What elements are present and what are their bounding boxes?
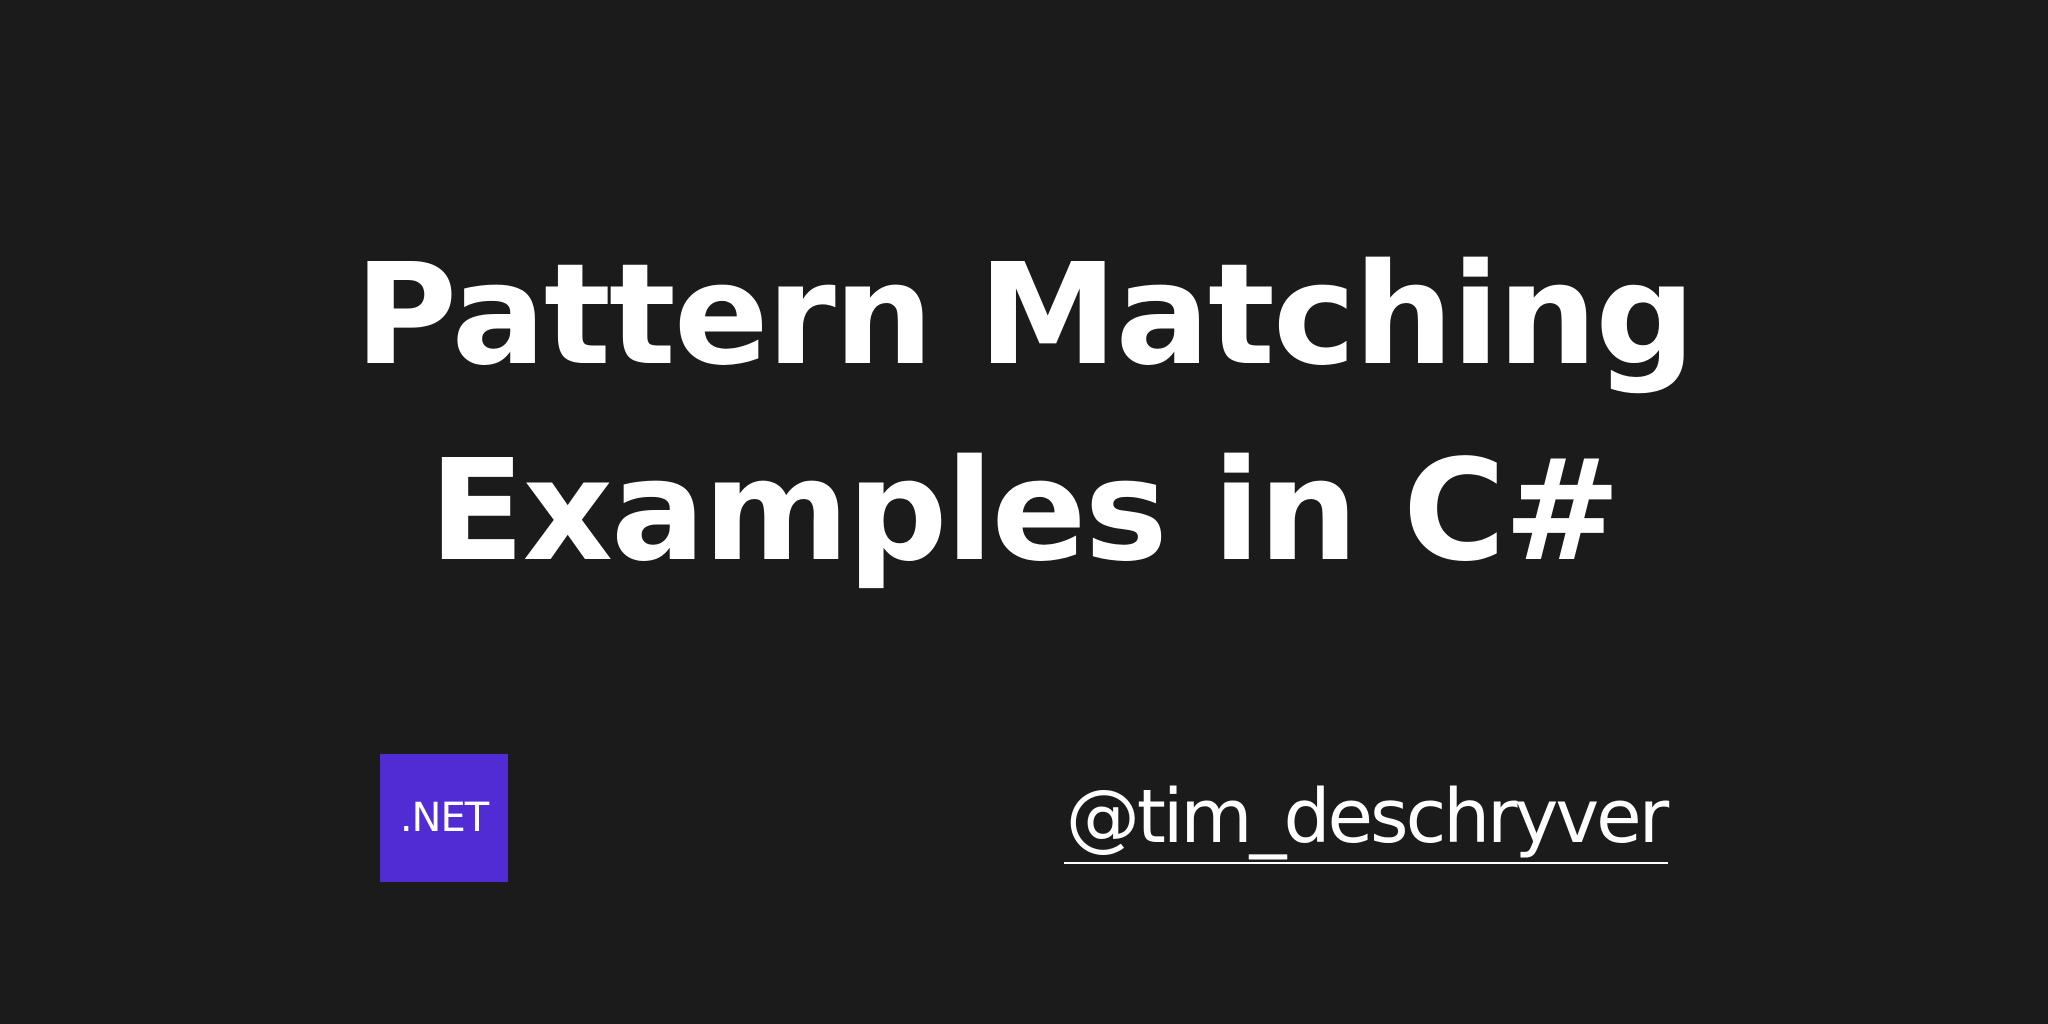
dotnet-logo: .NET — [380, 754, 508, 882]
page-title: Pattern Matching Examples in C# — [0, 218, 2048, 610]
author-handle: @tim_deschryver — [1064, 774, 1669, 864]
title-line-1: Pattern Matching — [354, 234, 1696, 397]
author-handle-text: @tim_deschryver — [1065, 774, 1669, 860]
dotnet-logo-label: .NET — [399, 795, 489, 841]
title-line-2: Examples in C# — [429, 430, 1621, 593]
